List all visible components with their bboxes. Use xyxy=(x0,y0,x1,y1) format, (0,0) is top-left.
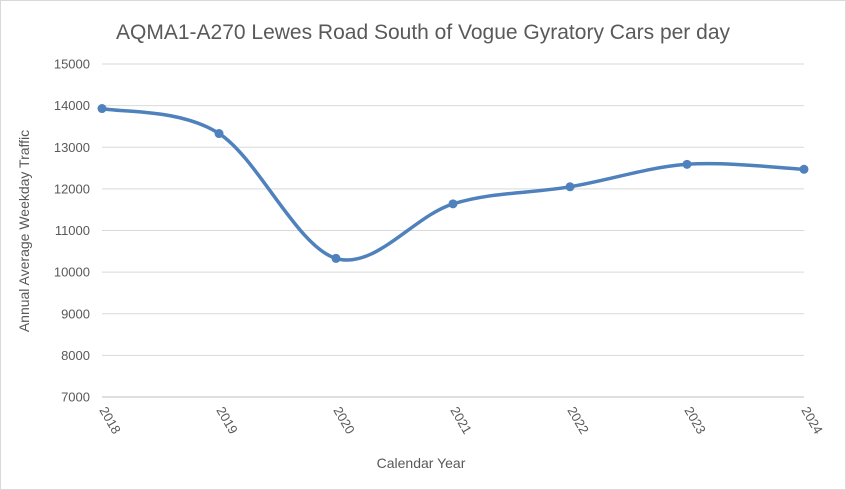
y-axis-ticks: 7000 8000 9000 10000 11000 12000 13000 14000 150… xyxy=(54,57,90,405)
x-tick-label: 2023 xyxy=(681,404,708,437)
y-tick-label: 10000 xyxy=(54,265,90,280)
y-tick-label: 14000 xyxy=(54,98,90,113)
y-tick-label: 12000 xyxy=(54,181,90,196)
chart-title: AQMA1-A270 Lewes Road South of Vogue Gyr… xyxy=(116,21,730,44)
y-tick-label: 13000 xyxy=(54,140,90,155)
x-tick-label: 2022 xyxy=(564,404,591,437)
y-axis-title: Annual Average Weekday Traffic xyxy=(16,130,32,332)
gridlines xyxy=(102,63,804,398)
y-tick-label: 7000 xyxy=(61,390,90,405)
series-layer xyxy=(97,104,809,263)
data-point-2020 xyxy=(331,253,341,263)
data-point-2018 xyxy=(97,104,107,114)
data-point-2022 xyxy=(565,182,575,192)
x-tick-label: 2021 xyxy=(447,404,474,437)
data-point-2021 xyxy=(448,199,458,209)
data-point-2024 xyxy=(799,164,809,174)
x-tick-label: 2019 xyxy=(213,404,240,437)
y-tick-label: 11000 xyxy=(55,223,90,238)
x-tick-label: 2020 xyxy=(330,404,357,437)
x-tick-label: 2018 xyxy=(96,404,123,437)
x-tick-label: 2024 xyxy=(798,404,825,437)
y-tick-label: 9000 xyxy=(61,306,90,321)
data-point-2023 xyxy=(682,159,692,169)
data-point-2019 xyxy=(214,129,224,139)
x-axis-title: Calendar Year xyxy=(377,455,466,471)
y-tick-label: 8000 xyxy=(61,348,90,363)
y-tick-label: 15000 xyxy=(54,57,90,72)
x-axis-ticks: 2018 2019 2020 2021 2022 2023 2024 xyxy=(96,404,825,437)
series-line xyxy=(100,106,806,262)
